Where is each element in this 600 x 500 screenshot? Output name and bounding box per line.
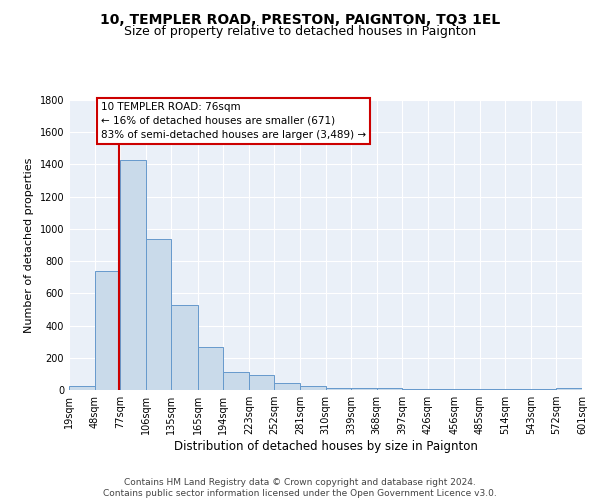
Bar — [95, 271, 120, 390]
Bar — [480, 389, 505, 390]
Bar — [300, 386, 325, 390]
Bar — [325, 388, 351, 390]
Bar — [249, 374, 274, 390]
Text: Size of property relative to detached houses in Paignton: Size of property relative to detached ho… — [124, 25, 476, 38]
Bar — [69, 386, 95, 390]
Bar — [146, 240, 171, 390]
Text: Contains HM Land Registry data © Crown copyright and database right 2024.
Contai: Contains HM Land Registry data © Crown c… — [103, 478, 497, 498]
Bar — [274, 383, 300, 390]
Bar — [351, 388, 377, 390]
Bar — [531, 389, 556, 390]
Bar — [171, 304, 197, 390]
Text: 10, TEMPLER ROAD, PRESTON, PAIGNTON, TQ3 1EL: 10, TEMPLER ROAD, PRESTON, PAIGNTON, TQ3… — [100, 12, 500, 26]
Bar — [556, 388, 582, 390]
Bar — [402, 389, 428, 390]
Bar — [223, 372, 249, 390]
Bar — [505, 389, 531, 390]
Bar — [428, 389, 454, 390]
Y-axis label: Number of detached properties: Number of detached properties — [24, 158, 34, 332]
Bar — [454, 389, 480, 390]
Text: 10 TEMPLER ROAD: 76sqm
← 16% of detached houses are smaller (671)
83% of semi-de: 10 TEMPLER ROAD: 76sqm ← 16% of detached… — [101, 102, 366, 140]
Bar — [377, 388, 402, 390]
Bar — [120, 160, 146, 390]
Bar — [197, 348, 223, 390]
X-axis label: Distribution of detached houses by size in Paignton: Distribution of detached houses by size … — [173, 440, 478, 453]
